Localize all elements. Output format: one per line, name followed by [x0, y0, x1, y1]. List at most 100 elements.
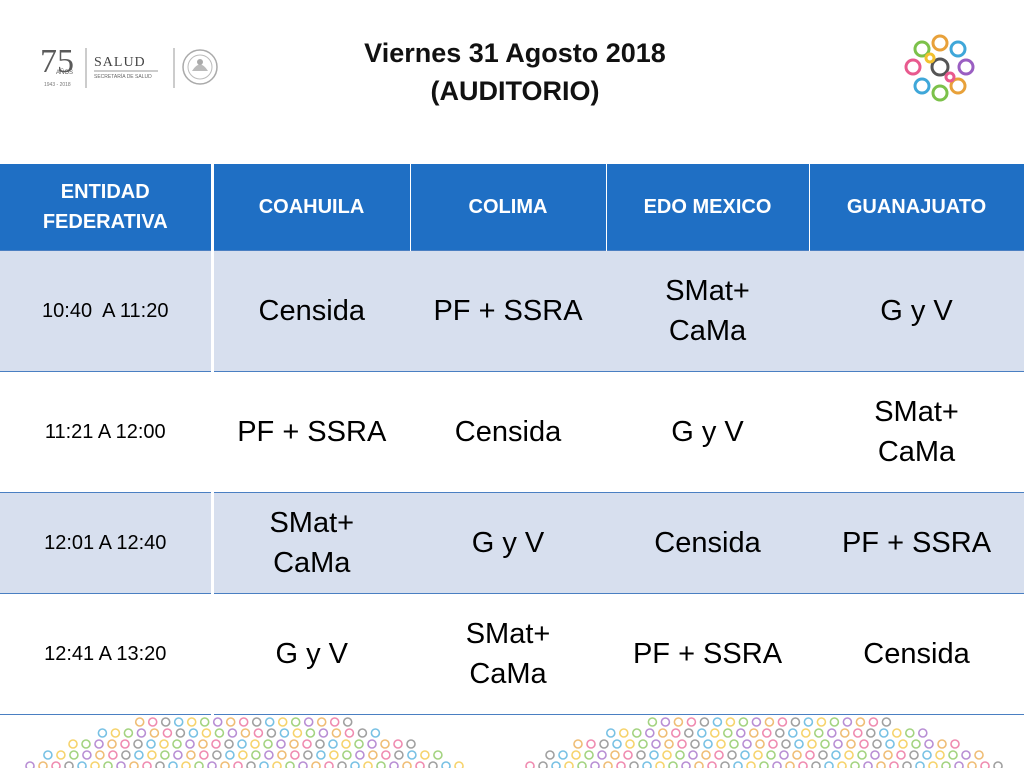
decorative-dot: [246, 761, 256, 768]
decorative-dot: [81, 739, 91, 749]
decorative-dot: [820, 739, 830, 749]
decorative-dot: [831, 750, 841, 760]
decorative-dot: [207, 761, 217, 768]
decorative-dot: [97, 728, 108, 738]
decorative-dot: [837, 761, 847, 768]
decorative-dot: [56, 750, 66, 760]
time-cell: 11:21 A 12:00: [0, 371, 214, 493]
decorative-dot: [214, 728, 225, 738]
decorative-dot: [123, 728, 134, 738]
decorative-dot: [980, 761, 990, 768]
decorative-dot: [173, 717, 184, 727]
decorative-dot: [826, 728, 837, 738]
decorative-dot: [785, 761, 795, 768]
decorative-dot: [134, 717, 145, 727]
decorative-dot: [824, 761, 834, 768]
decorative-dot: [701, 750, 711, 760]
decorative-dot: [38, 761, 48, 768]
decorative-dot: [276, 739, 286, 749]
decorative-dot: [394, 750, 404, 760]
decorative-dot: [790, 717, 801, 727]
decorative-dot: [703, 739, 713, 749]
decorative-dot: [290, 750, 300, 760]
decorative-dot: [712, 717, 723, 727]
decorative-dot: [149, 728, 160, 738]
decorative-dot: [651, 739, 661, 749]
decorative-dot: [305, 728, 316, 738]
decorative-dot: [590, 761, 600, 768]
decorative-dot: [911, 739, 921, 749]
decorative-dot: [186, 750, 196, 760]
decorative-dot: [303, 750, 313, 760]
decorative-dot: [259, 761, 269, 768]
decorative-dot: [329, 717, 340, 727]
decorative-dot: [729, 739, 739, 749]
decorative-dot: [902, 761, 912, 768]
decorative-dot: [631, 728, 642, 738]
decorative-dot: [136, 728, 147, 738]
program-cell: Censida: [809, 593, 1024, 715]
decorative-dot: [740, 750, 750, 760]
logo-anos-text: AÑOS: [56, 69, 73, 76]
decorative-dot: [675, 750, 685, 760]
decorative-dot: [863, 761, 873, 768]
decorative-dot: [201, 728, 212, 738]
salud-logo: 75 AÑOS 1943 - 2018 SALUD SECRETARÍA DE …: [38, 40, 228, 100]
colorful-rings-logo-icon: [900, 32, 978, 106]
decorative-dot: [738, 717, 749, 727]
table-header-row: ENTIDAD FEDERATIVA COAHUILA COLIMA EDO M…: [0, 164, 1024, 251]
decorative-dot: [859, 739, 869, 749]
decorative-dot: [454, 761, 464, 768]
decorative-dot: [318, 728, 329, 738]
decorative-dot: [974, 750, 984, 760]
decorative-dot: [225, 717, 236, 727]
decorative-dot: [160, 717, 171, 727]
decorative-dot: [603, 761, 613, 768]
decorative-dot: [813, 728, 824, 738]
decorative-dot: [551, 761, 561, 768]
decorative-dot: [852, 728, 863, 738]
decorative-dot: [993, 761, 1003, 768]
title-location: (AUDITORIO): [430, 76, 600, 106]
decorative-dot: [690, 739, 700, 749]
decorative-dot: [264, 717, 275, 727]
decorative-dot: [25, 761, 35, 768]
decorative-dot: [610, 750, 620, 760]
decorative-dot: [381, 750, 391, 760]
decorative-dot: [315, 739, 325, 749]
decorative-dot: [94, 739, 104, 749]
decorative-dot: [727, 750, 737, 760]
decorative-dot: [872, 739, 882, 749]
decorative-dot: [584, 750, 594, 760]
decorative-dot: [188, 728, 199, 738]
decorative-dot: [175, 728, 186, 738]
decorative-dot: [406, 739, 416, 749]
decorative-dot: [370, 728, 381, 738]
decorative-dot: [829, 717, 840, 727]
decorative-dot: [647, 717, 658, 727]
decorative-dot: [344, 728, 355, 738]
decorative-dot: [77, 761, 87, 768]
decorative-dot: [95, 750, 105, 760]
decorative-dot: [885, 739, 895, 749]
decorative-dot: [198, 739, 208, 749]
decorative-dot: [662, 750, 672, 760]
decorative-dot: [134, 750, 144, 760]
decorative-dot: [311, 761, 321, 768]
decorative-dot: [642, 761, 652, 768]
decorative-dot: [950, 739, 960, 749]
decorative-dot: [779, 750, 789, 760]
decorative-dot: [937, 739, 947, 749]
decorative-dot: [577, 761, 587, 768]
program-cell: Censida: [212, 250, 410, 372]
decorative-dot: [846, 739, 856, 749]
table-row: 10:40 A 11:20 Censida PF + SSRA SMat+ Ca…: [0, 250, 1024, 372]
decorative-dot: [227, 728, 238, 738]
decorative-dot: [433, 750, 443, 760]
decorative-dot: [777, 717, 788, 727]
decorative-dot: [673, 717, 684, 727]
logo-secretaria-text: SECRETARÍA DE SALUD: [94, 73, 152, 80]
program-cell: PF + SSRA: [212, 371, 410, 493]
decorative-dot: [623, 750, 633, 760]
decorative-dot: [774, 728, 785, 738]
